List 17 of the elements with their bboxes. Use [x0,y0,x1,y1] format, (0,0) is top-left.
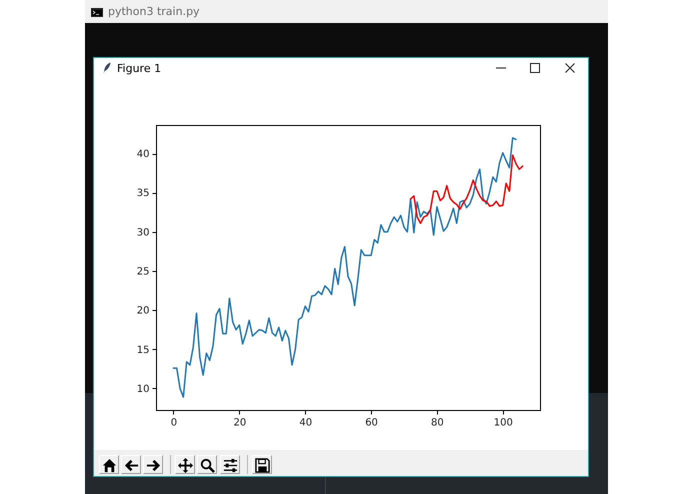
x-tick-label: 100 [494,418,513,428]
y-tick-label: 15 [136,344,150,356]
line-series [172,137,517,398]
y-tick-label: 40 [136,149,150,160]
x-tick-label: 20 [233,418,246,428]
x-tick-label: 60 [365,418,378,428]
y-tick-label: 20 [136,306,150,317]
text: python3 train.py [108,5,200,18]
y-tick-label: 30 [136,227,150,238]
line-series [410,154,524,224]
x-tick-label: 40 [299,418,312,428]
x-tick-label: 80 [431,418,444,428]
x-tick-label: 0 [170,418,178,428]
y-tick-label: 35 [136,188,150,200]
y-tick-label: 25 [136,266,150,278]
y-tick-label: 10 [136,384,150,395]
caption: Figure 1 [117,62,162,75]
